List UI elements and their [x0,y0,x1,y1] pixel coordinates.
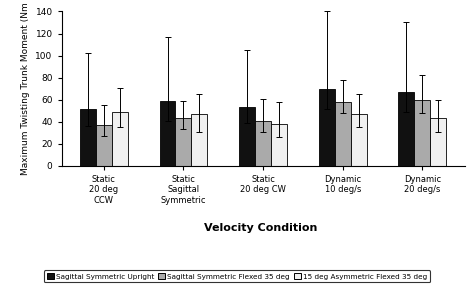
Bar [255,121,271,166]
Bar [80,108,96,166]
Bar [414,100,430,166]
Bar [335,102,351,166]
Bar [175,118,191,166]
Bar [430,118,446,166]
Bar [160,101,175,166]
Bar [351,114,366,166]
Y-axis label: Maximum Twisting Trunk Moment (Nm: Maximum Twisting Trunk Moment (Nm [21,2,30,175]
Bar [399,92,414,166]
Bar [112,112,128,166]
Bar [271,124,287,166]
Bar [96,125,112,166]
Bar [239,108,255,166]
Bar [319,89,335,166]
Legend: Sagittal Symmetric Upright, Sagittal Symmetric Flexed 35 deg, 15 deg Asymmetric : Sagittal Symmetric Upright, Sagittal Sym… [44,270,430,282]
Bar [191,114,207,166]
Text: Velocity Condition: Velocity Condition [204,223,318,233]
